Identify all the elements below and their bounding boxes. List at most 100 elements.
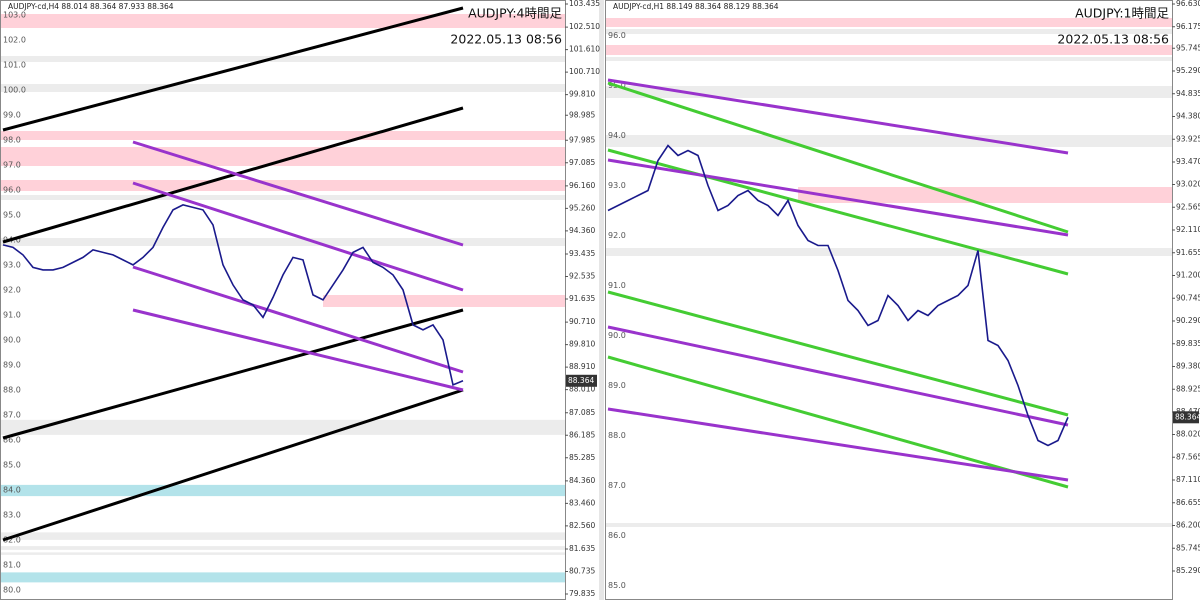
level-label: 90.0	[608, 331, 626, 340]
y-tick-label: 90.745	[1176, 293, 1200, 302]
trendline	[607, 290, 1069, 417]
trendline	[607, 325, 1069, 427]
level-label: 101.0	[3, 60, 26, 69]
zone	[0, 572, 565, 583]
level-label: 90.0	[3, 335, 21, 344]
zone	[0, 195, 565, 200]
level-label: 97.0	[3, 160, 21, 169]
price-line	[2, 204, 464, 387]
trendline	[607, 81, 1069, 234]
y-tick-label: 91.655	[1176, 248, 1200, 257]
level-label: 89.0	[608, 381, 626, 390]
level-label: 86.0	[3, 435, 21, 444]
trendline	[132, 265, 464, 374]
trendline	[132, 140, 464, 247]
level-label: 93.0	[3, 260, 21, 269]
chart-panel: 103.0 102.0 101.0 100.0 99.0 98.0 97.0 96.0 95.0…	[0, 0, 600, 600]
level-label: 88.0	[3, 385, 21, 394]
y-tick-label: 89.810	[569, 340, 595, 349]
trendline	[607, 355, 1069, 489]
last-price-label: 88.364	[568, 376, 594, 385]
zone	[0, 484, 565, 497]
y-tick-label: 95.260	[569, 203, 595, 212]
level-label: 81.0	[3, 560, 21, 569]
level-label: 84.0	[3, 485, 21, 494]
chart-title: AUDJPY:1時間足	[1075, 6, 1169, 21]
header: AUDJPY-cd,H1 88.149 88.364 88.129 88.364	[613, 2, 779, 11]
zone	[0, 180, 565, 191]
zone	[605, 86, 1172, 98]
y-tick-label: 96.630	[1176, 0, 1200, 8]
y-tick-label: 94.380	[1176, 112, 1200, 121]
zone	[0, 552, 565, 555]
price-line	[607, 144, 1069, 447]
y-tick-label: 95.745	[1176, 43, 1200, 52]
trendline	[2, 308, 464, 440]
zone	[605, 523, 1172, 527]
y-tick-label: 86.185	[569, 430, 595, 439]
y-tick-label: 89.380	[1176, 362, 1200, 371]
y-tick-label: 82.560	[569, 521, 595, 530]
y-tick-label: 80.735	[569, 567, 595, 576]
y-tick-label: 83.460	[569, 498, 595, 507]
y-tick-label: 89.835	[1176, 339, 1200, 348]
level-label: 91.0	[608, 281, 626, 290]
y-tick-label: 87.085	[569, 408, 595, 417]
y-tick-label: 92.565	[1176, 202, 1200, 211]
y-tick-label: 91.635	[569, 294, 595, 303]
chart-subtitle: 2022.05.13 08:56	[1057, 32, 1169, 47]
trendline	[2, 6, 464, 132]
y-tick-label: 86.200	[1176, 521, 1200, 530]
y-tick-label: 99.810	[569, 90, 595, 99]
y-tick-label: 94.360	[569, 226, 595, 235]
zone	[798, 187, 1172, 203]
trendline	[132, 308, 464, 392]
level-label: 85.0	[608, 581, 626, 590]
y-tick-label: 100.710	[569, 67, 600, 76]
level-label: 92.0	[3, 285, 21, 294]
y-tick-label: 93.925	[1176, 134, 1200, 143]
y-tick-label: 92.535	[569, 272, 595, 281]
trendline	[2, 106, 464, 244]
y-tick-label: 93.470	[1176, 157, 1200, 166]
chart-title: AUDJPY:4時間足	[468, 6, 562, 21]
zone	[605, 135, 1172, 147]
level-label: 99.0	[3, 110, 21, 119]
y-tick-label: 95.290	[1176, 66, 1200, 75]
level-label: 98.0	[3, 135, 21, 144]
level-label: 92.0	[608, 231, 626, 240]
y-tick-label: 101.610	[569, 45, 600, 54]
level-label: 87.0	[608, 481, 626, 490]
zone	[0, 131, 565, 140]
trendline	[607, 158, 1069, 237]
y-tick-label: 91.200	[1176, 271, 1200, 280]
level-label: 80.0	[3, 585, 21, 594]
trendline	[607, 148, 1069, 276]
y-tick-label: 88.010	[569, 385, 595, 394]
y-tick-label: 87.565	[1176, 452, 1200, 461]
zone	[605, 248, 1172, 256]
level-label: 87.0	[3, 410, 21, 419]
y-tick-label: 103.435	[569, 0, 600, 8]
level-label: 96.0	[3, 185, 21, 194]
y-tick-label: 88.020	[1176, 430, 1200, 439]
level-label: 83.0	[3, 510, 21, 519]
y-tick-label: 79.835	[569, 589, 595, 598]
trendline	[2, 388, 464, 542]
zone	[0, 546, 565, 550]
y-tick-label: 84.360	[569, 476, 595, 485]
y-tick-label: 90.290	[1176, 316, 1200, 325]
y-tick-label: 88.910	[569, 362, 595, 371]
y-tick-label: 93.435	[569, 249, 595, 258]
level-label: 91.0	[3, 310, 21, 319]
trendline	[132, 181, 464, 292]
y-tick-label: 92.110	[1176, 225, 1200, 234]
y-tick-label: 96.160	[569, 181, 595, 190]
zone	[605, 45, 1172, 55]
level-label: 96.0	[608, 31, 626, 40]
y-tick-label: 85.285	[569, 453, 595, 462]
y-tick-label: 97.085	[569, 158, 595, 167]
zone	[0, 238, 565, 246]
zone	[605, 57, 1172, 61]
